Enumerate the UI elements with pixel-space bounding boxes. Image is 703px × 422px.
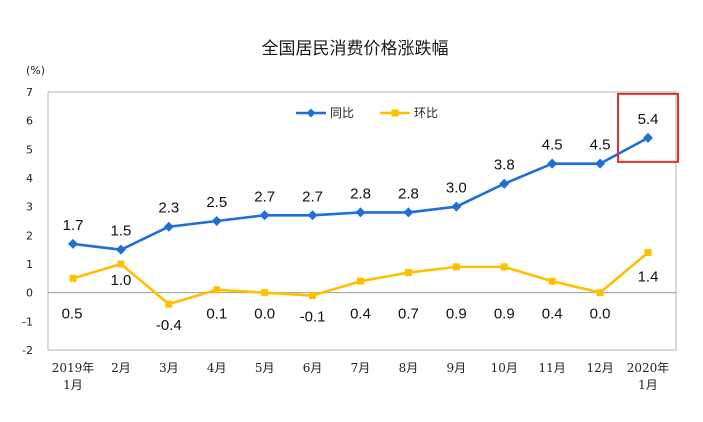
data-label: 0.9 [446,306,467,323]
x-tick-label: 11月 [539,361,566,375]
x-tick-label: 2月 [111,361,131,375]
y-tick-label: -1 [22,315,33,328]
data-label: 0.4 [542,306,563,323]
x-tick-label: 3月 [159,361,179,375]
data-label: 2.7 [302,188,323,205]
data-point [213,286,221,294]
data-point [500,263,508,271]
x-tick-label: 10月 [491,361,518,375]
x-tick-label: 2019年 [52,361,95,375]
data-point [644,249,652,257]
y-tick-label: 4 [26,172,33,185]
data-label: 0.5 [62,306,83,323]
data-point [355,207,366,218]
data-point [547,158,558,169]
x-tick-label: 12月 [586,361,613,375]
highlight-box [617,92,679,163]
data-label: -0.4 [156,317,182,334]
data-label: 2.8 [398,185,419,202]
data-point [259,210,270,221]
data-point [499,178,510,189]
y-tick-label: 6 [26,115,33,128]
data-label: 1.5 [110,223,131,240]
data-label: -0.1 [300,309,326,326]
data-label: 0.0 [590,306,611,323]
data-point [261,289,269,297]
data-point [548,277,556,285]
data-labels: 1.7 1.5 2.3 2.5 2.7 2.7 2.8 2.8 3.0 3.8 4.5 4.5 5.4 0… [62,111,659,334]
x-axis: 2019年 1月 2月 3月 4月 5月 6月 7月 8月 9月 10月 11月 12月 2020年 1月 [52,361,670,392]
data-label: 1.0 [110,272,131,289]
plot-area [47,91,677,351]
data-label: 3.8 [494,157,515,174]
legend-marker [391,109,399,117]
y-tick-label: 0 [26,287,33,300]
y-tick-label: -2 [22,344,33,357]
data-point [643,132,653,143]
x-tick-label: 5月 [255,361,275,375]
y-tick-label: 3 [26,201,33,214]
data-point [165,300,173,308]
data-label: 4.5 [542,137,563,154]
x-tick-label: 9月 [447,361,467,375]
data-label: 2.3 [158,200,179,217]
y-axis: -2 -1 0 1 2 3 4 5 6 7 [22,86,33,357]
data-label: 1.4 [638,269,659,286]
y-tick-label: 5 [26,143,33,156]
data-point [307,210,318,221]
data-point [452,263,460,271]
data-point [163,221,174,232]
legend: 同比 环比 [296,106,438,120]
data-label: 4.5 [590,137,611,154]
legend-label: 同比 [330,106,354,120]
data-label: 0.9 [494,306,515,323]
data-point [68,238,78,249]
legend-label: 环比 [414,106,438,120]
data-point [451,201,462,212]
data-label: 0.1 [206,306,227,323]
y-tick-label: 7 [26,86,33,99]
legend-marker [306,108,316,118]
x-tick-label: 2020年 [627,361,670,375]
data-label: 2.5 [206,194,227,211]
data-label: 5.4 [638,111,659,128]
x-tick-label: 7月 [351,361,371,375]
data-label: 0.4 [350,306,371,323]
y-tick-label: 2 [26,229,33,242]
data-point [404,269,412,277]
data-point [403,207,414,218]
data-point [69,274,77,282]
data-label: 1.7 [63,217,84,234]
x-tick-label: 4月 [207,361,227,375]
data-label: 2.7 [254,188,275,205]
chart-title: 全国居民消费价格涨跌幅 [262,39,449,59]
data-label: 3.0 [446,180,467,197]
x-tick-label: 1月 [63,378,83,392]
y-unit-label: (%) [26,64,45,77]
data-label: 0.7 [398,306,419,323]
data-point [595,158,606,169]
data-point [115,244,126,255]
y-tick-label: 1 [26,258,33,271]
x-tick-label: 8月 [399,361,419,375]
data-label: 2.8 [350,185,371,202]
data-point [211,216,222,226]
data-point [596,289,604,297]
data-point [357,277,364,285]
x-tick-label: 6月 [303,361,323,375]
data-point [309,292,317,300]
data-point [117,260,125,268]
x-tick-label: 1月 [638,378,658,392]
series-layer [68,132,653,308]
data-label: 0.0 [254,306,275,323]
